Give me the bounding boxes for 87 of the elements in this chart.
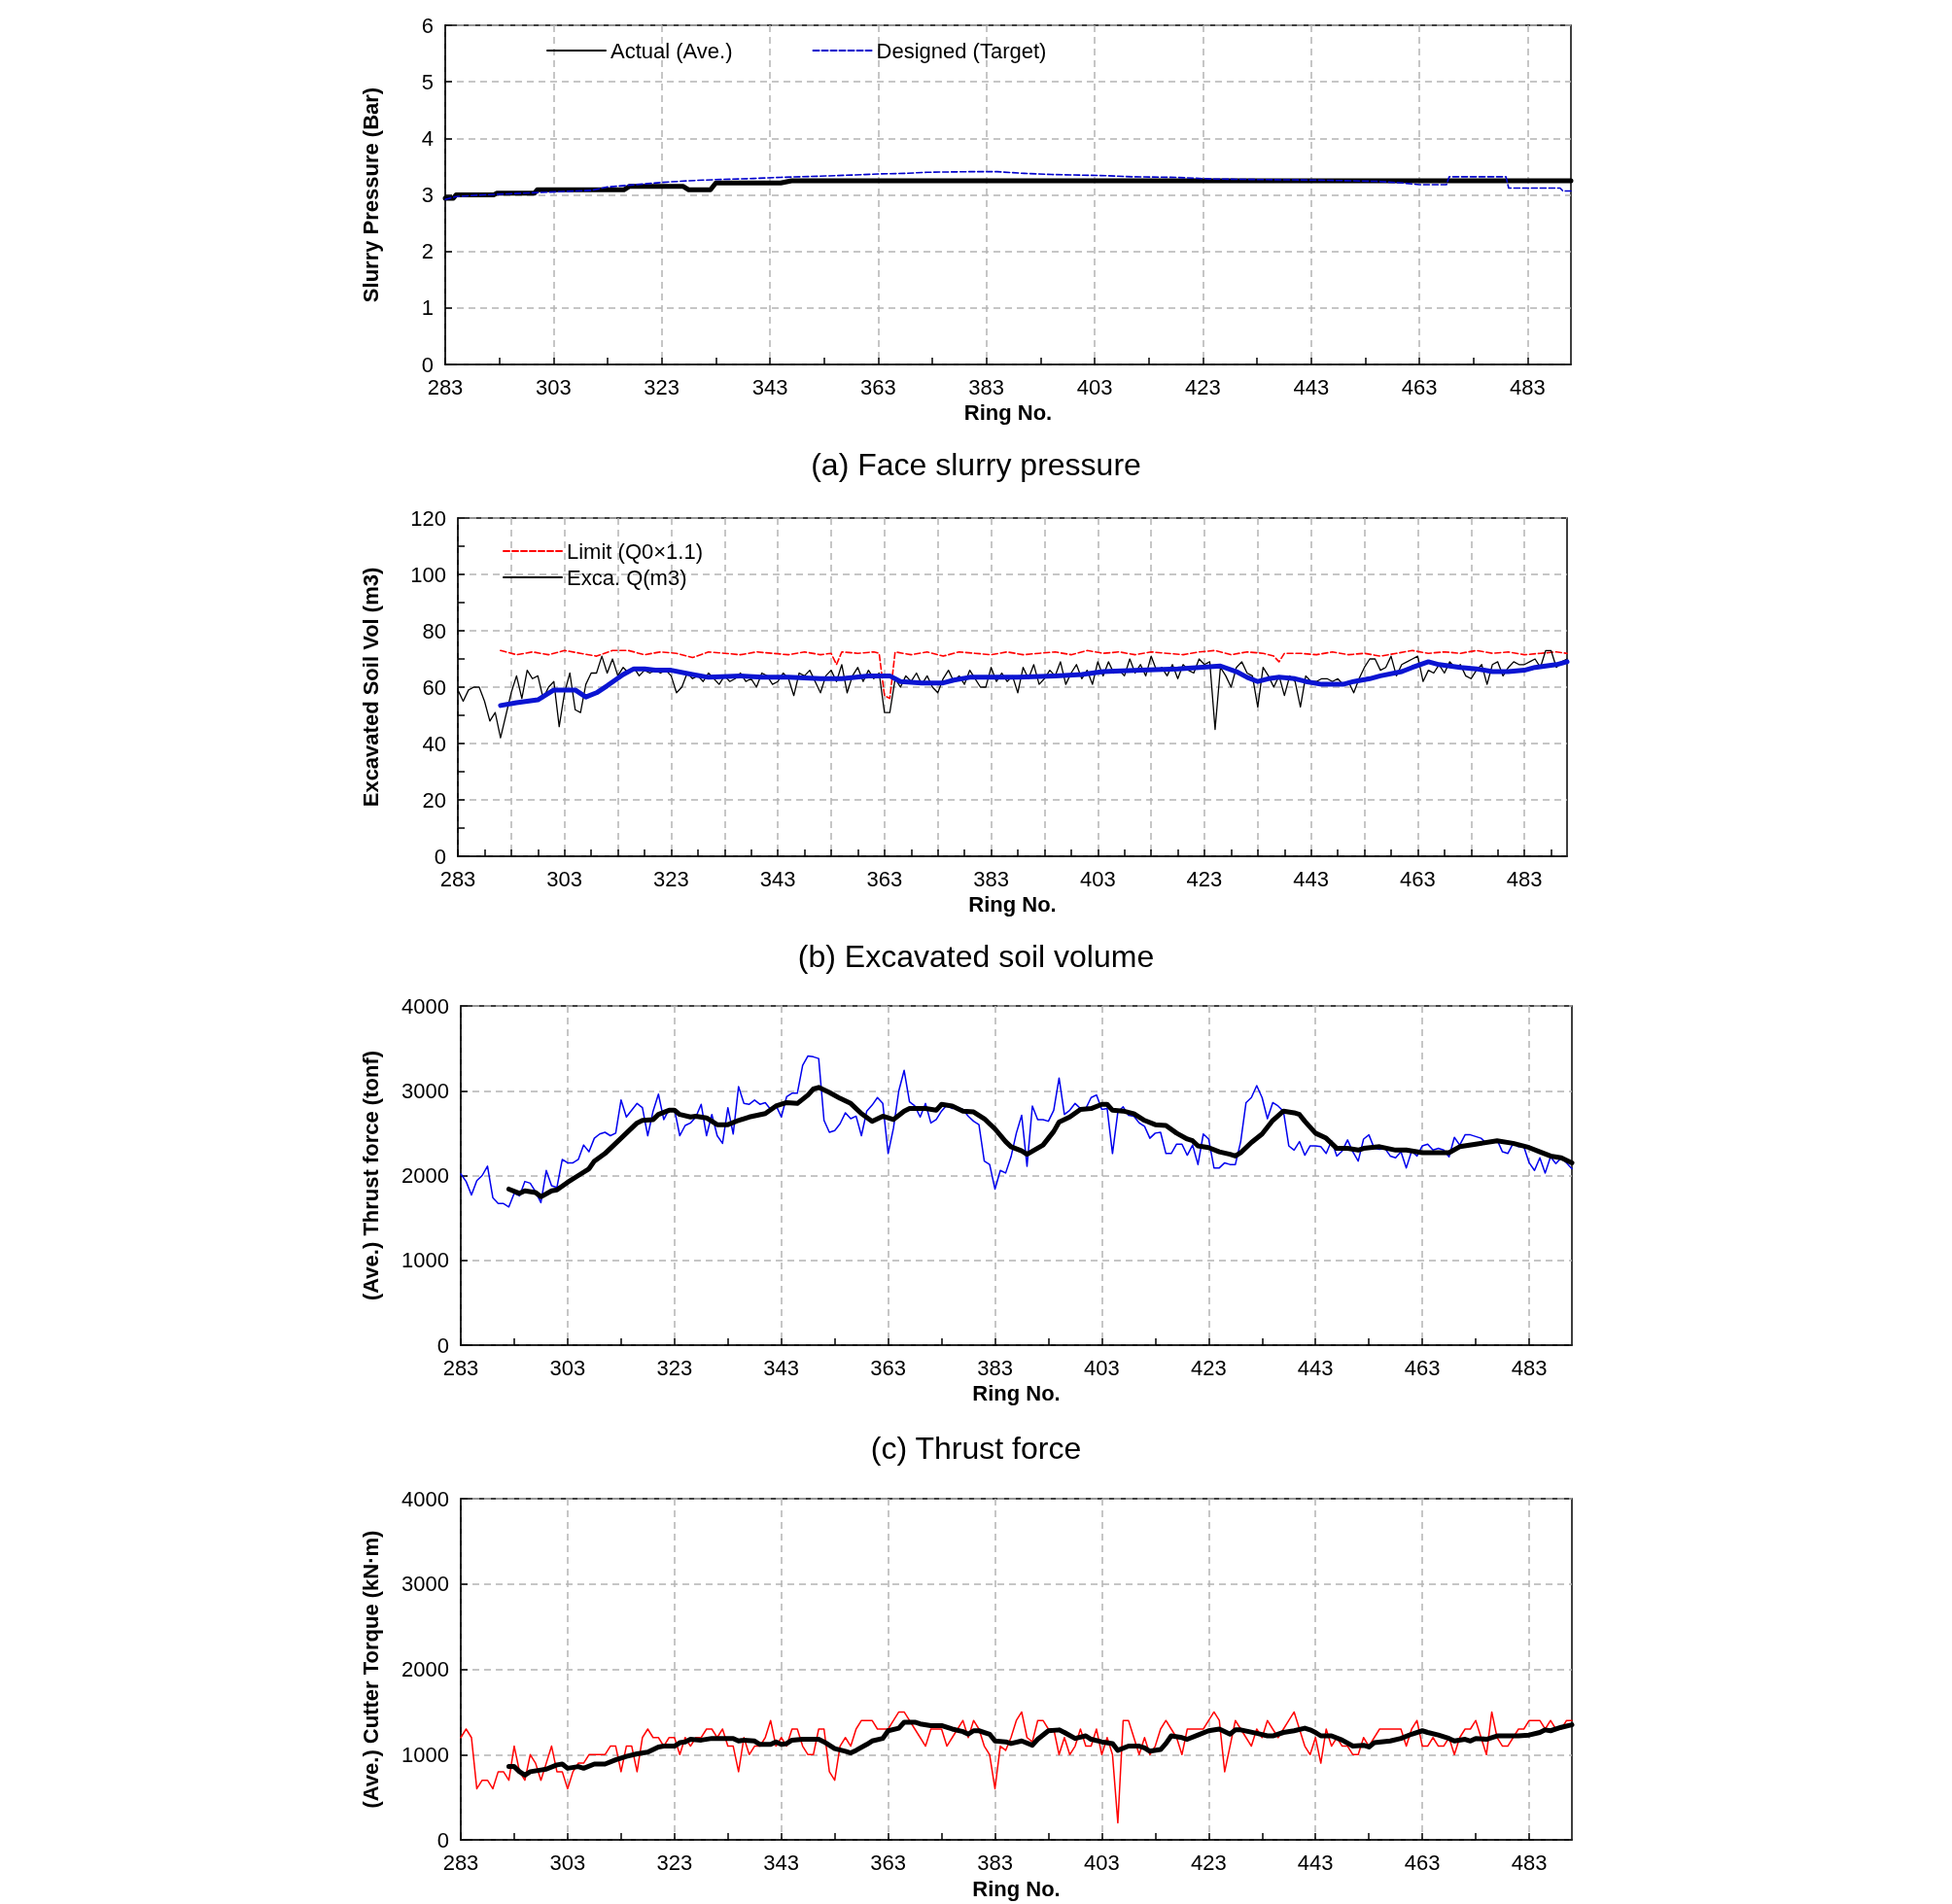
x-tick-label: 403 bbox=[1084, 1355, 1120, 1380]
y-tick-label: 1000 bbox=[401, 1742, 449, 1767]
y-tick-label: 3000 bbox=[401, 1078, 449, 1103]
x-tick-label: 283 bbox=[427, 374, 464, 399]
x-tick-label: 383 bbox=[973, 866, 1009, 891]
x-tick-label: 283 bbox=[439, 866, 476, 891]
legend-label: Actual (Ave.) bbox=[610, 38, 733, 63]
x-tick-label: 323 bbox=[656, 1355, 693, 1380]
x-axis-title: Ring No. bbox=[972, 1876, 1061, 1901]
x-tick-label: 483 bbox=[1511, 1850, 1548, 1875]
legend-label: Limit (Q0×1.1) bbox=[567, 538, 703, 564]
x-tick-label: 443 bbox=[1293, 374, 1330, 399]
y-tick-label: 5 bbox=[421, 69, 434, 94]
text: (a) Face slurry pressure bbox=[811, 447, 1141, 482]
text: (b) Excavated soil volume bbox=[797, 939, 1155, 974]
x-tick-label: 343 bbox=[751, 374, 788, 399]
x-tick-label: 363 bbox=[870, 1355, 906, 1380]
x-tick-label: 483 bbox=[1511, 1355, 1548, 1380]
y-tick-label: 2 bbox=[421, 239, 434, 264]
y-tick-label: 6 bbox=[421, 13, 434, 38]
y-tick-label: 1000 bbox=[401, 1248, 449, 1273]
x-tick-label: 383 bbox=[977, 1355, 1013, 1380]
y-tick-label: 3000 bbox=[401, 1572, 449, 1597]
x-tick-label: 423 bbox=[1186, 866, 1223, 891]
y-tick-label: 3 bbox=[421, 183, 434, 207]
x-tick-label: 363 bbox=[866, 866, 903, 891]
line-series bbox=[460, 1711, 1573, 1824]
y-tick-label: 4000 bbox=[401, 993, 449, 1019]
x-tick-label: 423 bbox=[1190, 1355, 1227, 1380]
line-series bbox=[500, 649, 1568, 700]
x-tick-label: 463 bbox=[1400, 866, 1436, 891]
text: (c) Thrust force bbox=[870, 1431, 1082, 1466]
x-tick-label: 283 bbox=[442, 1355, 479, 1380]
x-tick-label: 443 bbox=[1297, 1850, 1334, 1875]
y-tick-label: 2000 bbox=[401, 1163, 449, 1188]
y-tick-label: 4000 bbox=[401, 1486, 449, 1511]
x-tick-label: 323 bbox=[656, 1850, 693, 1875]
x-tick-label: 383 bbox=[977, 1850, 1013, 1875]
x-tick-label: 303 bbox=[549, 1850, 586, 1875]
y-axis-title: (Ave.) Thrust force (tonf) bbox=[358, 1050, 383, 1301]
x-tick-label: 423 bbox=[1185, 374, 1221, 399]
x-tick-label: 403 bbox=[1084, 1850, 1120, 1875]
x-axis-title: Ring No. bbox=[963, 400, 1053, 426]
line-series bbox=[460, 1055, 1573, 1208]
y-tick-label: 4 bbox=[421, 125, 434, 151]
x-tick-label: 303 bbox=[535, 374, 572, 399]
x-axis-title: Ring No. bbox=[972, 1381, 1061, 1406]
x-tick-label: 403 bbox=[1076, 374, 1113, 399]
x-tick-label: 403 bbox=[1079, 866, 1116, 891]
y-tick-label: 1 bbox=[421, 295, 434, 321]
x-tick-label: 483 bbox=[1506, 866, 1543, 891]
y-tick-label: 0 bbox=[436, 1827, 449, 1852]
y-axis-title: (Ave.) Cutter Torque (kN·m) bbox=[358, 1530, 383, 1809]
x-tick-label: 343 bbox=[763, 1355, 800, 1380]
x-tick-label: 343 bbox=[763, 1850, 800, 1875]
x-tick-label: 463 bbox=[1401, 374, 1438, 399]
x-tick-label: 443 bbox=[1293, 866, 1330, 891]
y-tick-label: 100 bbox=[410, 562, 446, 587]
x-tick-label: 323 bbox=[653, 866, 689, 891]
x-tick-label: 363 bbox=[870, 1850, 906, 1875]
x-tick-label: 303 bbox=[546, 866, 583, 891]
legend-label: Designed (Target) bbox=[876, 38, 1047, 63]
y-tick-label: 0 bbox=[434, 844, 446, 869]
x-tick-label: 483 bbox=[1510, 374, 1546, 399]
y-tick-label: 0 bbox=[436, 1333, 449, 1358]
line-series bbox=[444, 170, 1572, 200]
y-tick-label: 0 bbox=[421, 352, 434, 377]
x-axis-title: Ring No. bbox=[968, 892, 1057, 917]
y-tick-label: 2000 bbox=[401, 1657, 449, 1682]
x-tick-label: 463 bbox=[1404, 1850, 1441, 1875]
x-tick-label: 363 bbox=[860, 374, 896, 399]
y-tick-label: 40 bbox=[422, 731, 446, 756]
x-tick-label: 343 bbox=[759, 866, 796, 891]
y-axis-title: Slurry Pressure (Bar) bbox=[358, 87, 383, 303]
y-tick-label: 120 bbox=[410, 505, 446, 531]
y-tick-label: 60 bbox=[422, 675, 446, 700]
y-tick-label: 80 bbox=[422, 618, 446, 643]
x-tick-label: 463 bbox=[1404, 1355, 1441, 1380]
x-tick-label: 323 bbox=[644, 374, 680, 399]
x-tick-label: 443 bbox=[1297, 1355, 1334, 1380]
x-tick-label: 423 bbox=[1190, 1850, 1227, 1875]
x-tick-label: 383 bbox=[968, 374, 1005, 399]
y-tick-label: 20 bbox=[422, 787, 446, 813]
legend-label: Exca. Q(m3) bbox=[567, 565, 687, 590]
y-axis-title: Excavated Soil Vol (m3) bbox=[358, 567, 383, 808]
x-tick-label: 303 bbox=[549, 1355, 586, 1380]
x-tick-label: 283 bbox=[442, 1850, 479, 1875]
